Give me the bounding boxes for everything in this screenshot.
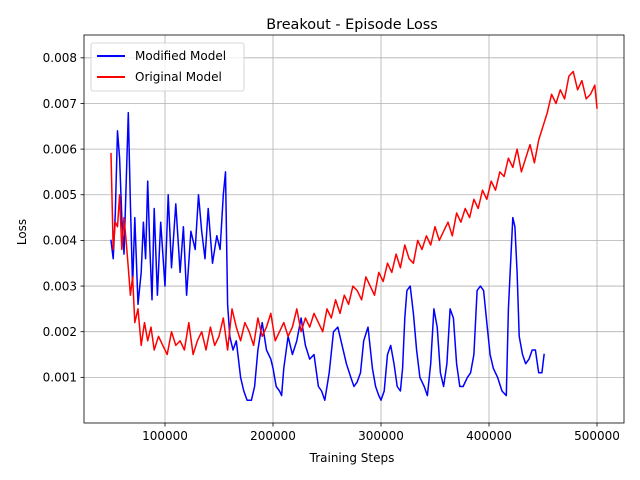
x-tick-label: 500000: [574, 429, 620, 443]
chart-title: Breakout - Episode Loss: [266, 17, 438, 33]
y-tick-label: 0.008: [43, 51, 77, 65]
legend-label-original: Original Model: [135, 70, 222, 84]
x-tick-label: 300000: [358, 429, 404, 443]
series-line-original-model: [110, 70, 598, 356]
legend: Modified Model Original Model: [90, 42, 245, 92]
y-tick-label: 0.003: [43, 279, 77, 293]
x-axis-label: Training Steps: [309, 451, 395, 465]
plot-frame: [83, 34, 625, 424]
y-tick-label: 0.007: [43, 97, 77, 111]
y-tick-label: 0.002: [43, 325, 77, 339]
plot-lines: [110, 70, 598, 401]
x-axis-ticks: 100000 200000 300000 400000 500000: [142, 423, 620, 443]
legend-box: [90, 42, 245, 92]
y-tick-label: 0.001: [43, 371, 77, 385]
series-line-modified-model: [110, 111, 545, 401]
x-tick-label: 400000: [466, 429, 512, 443]
y-tick-label: 0.005: [43, 188, 77, 202]
x-tick-label: 200000: [250, 429, 296, 443]
y-tick-label: 0.006: [43, 142, 77, 156]
x-tick-label: 100000: [142, 429, 188, 443]
y-axis-ticks: 0.001 0.002 0.003 0.004 0.005 0.006 0.007 0.008: [43, 51, 84, 385]
y-axis-label: Loss: [15, 219, 29, 245]
y-tick-label: 0.004: [43, 234, 77, 248]
legend-label-modified: Modified Model: [135, 49, 226, 63]
